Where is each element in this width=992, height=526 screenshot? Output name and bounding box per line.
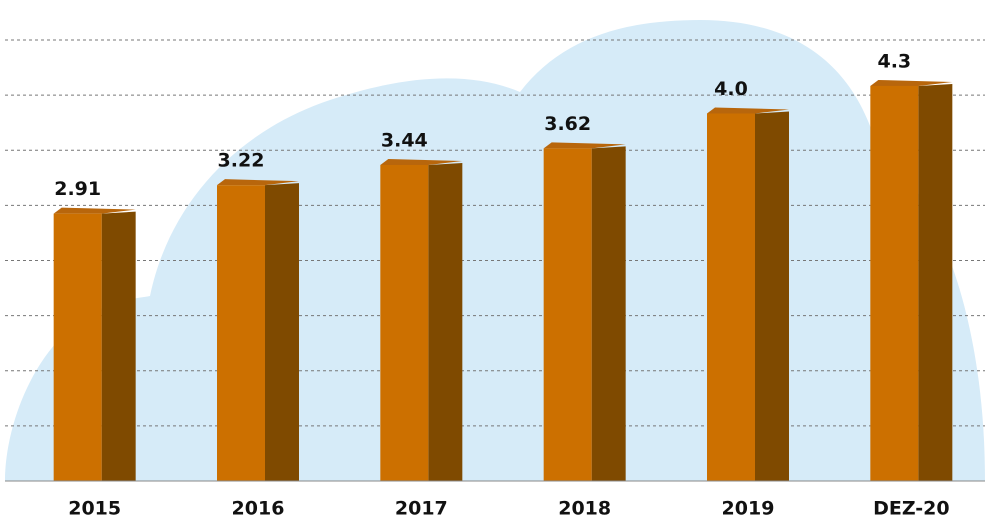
value-label: 4.3 [877,50,911,72]
bar-top [380,158,463,165]
value-label: 4.0 [714,78,748,100]
bar-side [101,211,136,482]
bar-side [428,162,463,481]
x-tick-label: 2016 [232,498,285,520]
bar-top [870,79,953,86]
bar-side [918,83,953,481]
background-cloud [5,20,985,481]
bar [707,113,755,481]
bar-side [265,183,299,481]
bar [380,164,429,481]
x-tick-label: 2017 [395,498,448,520]
value-label: 3.44 [381,129,428,151]
value-label: 2.91 [54,178,101,200]
bar [543,148,592,481]
value-label: 3.62 [544,113,591,135]
x-tick-label: DEZ-20 [873,498,950,520]
bar-top [217,179,299,186]
bar-side [591,146,626,481]
x-tick-label: 2019 [722,498,775,520]
bar-top [543,142,626,149]
bar [870,85,919,481]
x-tick-label: 2018 [558,498,611,520]
x-tick-label: 2015 [68,498,121,520]
bar [217,185,265,481]
bar-side [755,111,789,481]
value-label: 3.22 [218,150,265,172]
bar [53,213,102,482]
bar-top [707,107,789,114]
bar-top [53,207,136,214]
